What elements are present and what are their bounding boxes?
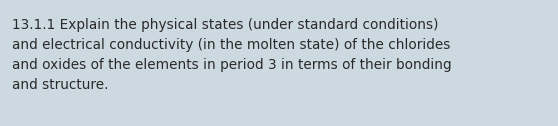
Text: 13.1.1 Explain the physical states (under standard conditions)
and electrical co: 13.1.1 Explain the physical states (unde…	[12, 18, 451, 92]
